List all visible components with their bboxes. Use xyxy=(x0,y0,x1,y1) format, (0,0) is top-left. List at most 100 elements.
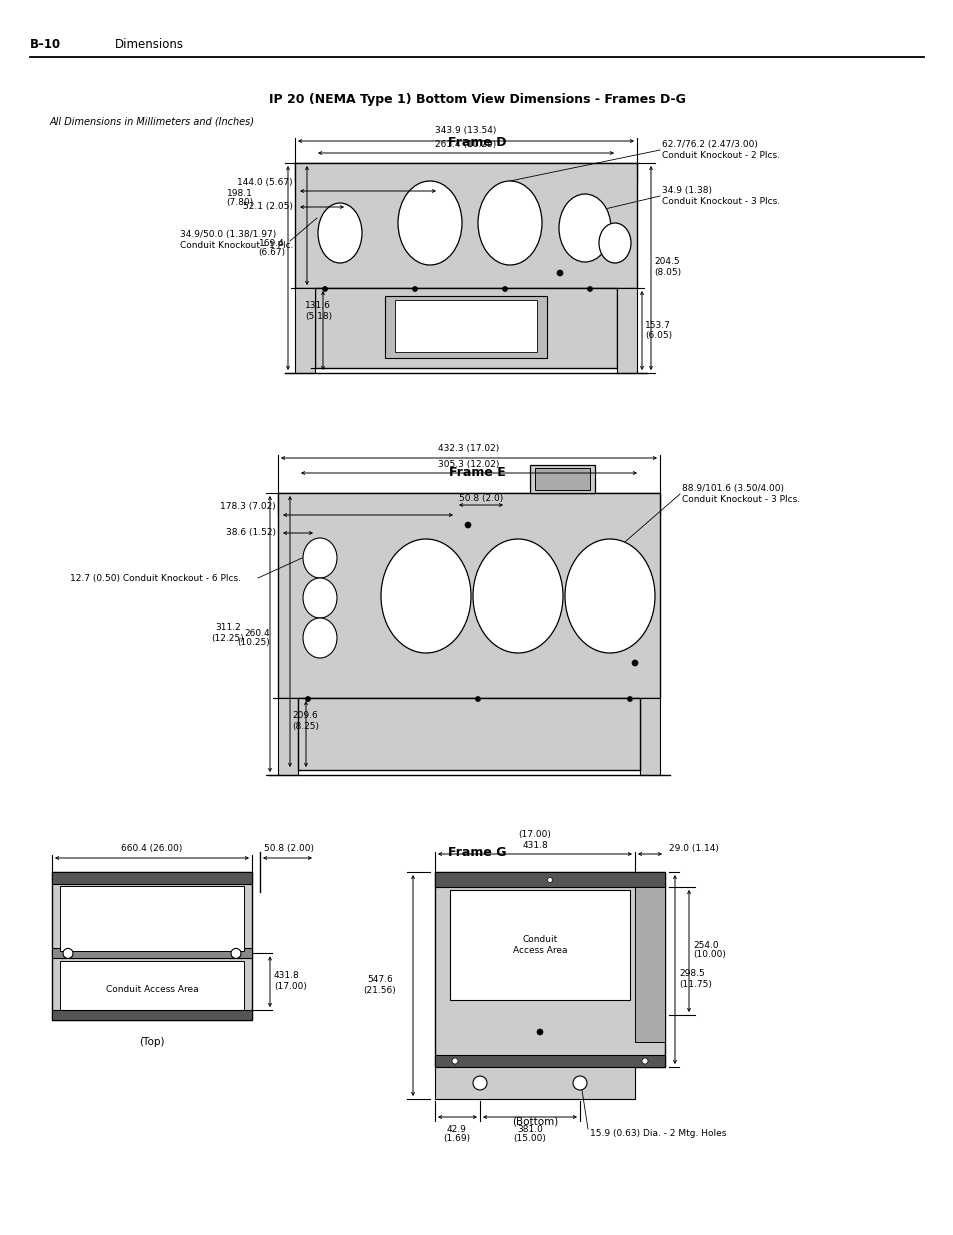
Text: 204.5: 204.5 xyxy=(654,258,679,267)
Bar xyxy=(277,698,297,776)
Bar xyxy=(294,288,314,373)
Text: 547.6: 547.6 xyxy=(367,976,393,984)
Bar xyxy=(635,887,664,1042)
Text: (15.00): (15.00) xyxy=(513,1135,546,1144)
Text: Frame E: Frame E xyxy=(448,467,505,479)
Bar xyxy=(639,698,659,776)
Text: 260.4: 260.4 xyxy=(244,629,270,637)
Ellipse shape xyxy=(473,538,562,653)
Text: 34.9/50.0 (1.38/1.97): 34.9/50.0 (1.38/1.97) xyxy=(180,231,276,240)
Text: 311.2: 311.2 xyxy=(214,624,240,632)
Text: 261.4 (10.29): 261.4 (10.29) xyxy=(435,140,497,148)
Ellipse shape xyxy=(452,1058,457,1065)
Text: (Top): (Top) xyxy=(139,1037,165,1047)
Ellipse shape xyxy=(473,1076,486,1091)
Text: 431.8: 431.8 xyxy=(521,841,547,850)
Text: Conduit Knockout - 3 Plcs.: Conduit Knockout - 3 Plcs. xyxy=(681,494,800,504)
Ellipse shape xyxy=(502,287,507,291)
Text: All Dimensions in Millimeters and (Inches): All Dimensions in Millimeters and (Inche… xyxy=(50,116,254,126)
Ellipse shape xyxy=(587,287,592,291)
Ellipse shape xyxy=(627,697,632,701)
Bar xyxy=(52,872,252,884)
Text: Frame D: Frame D xyxy=(447,137,506,149)
Text: 34.9 (1.38): 34.9 (1.38) xyxy=(661,186,711,195)
Bar xyxy=(60,961,244,1015)
Bar xyxy=(450,890,629,1000)
Text: 381.0: 381.0 xyxy=(517,1125,542,1134)
Text: 52.1 (2.05): 52.1 (2.05) xyxy=(243,203,293,211)
Text: (10.25): (10.25) xyxy=(237,638,270,647)
Text: 305.3 (12.02): 305.3 (12.02) xyxy=(437,461,499,469)
Ellipse shape xyxy=(63,948,73,958)
Text: 15.9 (0.63) Dia. - 2 Mtg. Holes: 15.9 (0.63) Dia. - 2 Mtg. Holes xyxy=(589,1129,725,1137)
Text: (10.00): (10.00) xyxy=(692,951,725,960)
Text: Conduit Knockout - 2 Plcs.: Conduit Knockout - 2 Plcs. xyxy=(661,151,780,159)
Text: 343.9 (13.54): 343.9 (13.54) xyxy=(435,126,497,136)
Bar xyxy=(435,872,664,1067)
Ellipse shape xyxy=(558,194,610,262)
Text: 144.0 (5.67): 144.0 (5.67) xyxy=(237,179,293,188)
Ellipse shape xyxy=(641,1058,647,1065)
Ellipse shape xyxy=(231,948,241,958)
Text: 131.6: 131.6 xyxy=(305,301,331,310)
Text: (17.00): (17.00) xyxy=(274,982,307,990)
Text: Conduit
Access Area: Conduit Access Area xyxy=(512,935,567,955)
Text: (5.18): (5.18) xyxy=(305,311,332,321)
Bar xyxy=(297,698,639,769)
Ellipse shape xyxy=(475,697,480,701)
Ellipse shape xyxy=(477,182,541,266)
Ellipse shape xyxy=(303,538,336,578)
Text: (17.00): (17.00) xyxy=(518,830,551,840)
Text: (8.05): (8.05) xyxy=(654,268,680,277)
Text: 88.9/101.6 (3.50/4.00): 88.9/101.6 (3.50/4.00) xyxy=(681,483,783,493)
Text: (12.25): (12.25) xyxy=(212,634,244,642)
Text: 298.5: 298.5 xyxy=(679,969,704,978)
Text: (11.75): (11.75) xyxy=(679,979,711,988)
Text: 38.6 (1.52): 38.6 (1.52) xyxy=(226,529,275,537)
Text: B–10: B–10 xyxy=(30,37,61,51)
Text: 42.9: 42.9 xyxy=(447,1125,466,1134)
Bar xyxy=(52,872,252,1020)
Text: 12.7 (0.50) Conduit Knockout - 6 Plcs.: 12.7 (0.50) Conduit Knockout - 6 Plcs. xyxy=(70,573,241,583)
Ellipse shape xyxy=(564,538,655,653)
Ellipse shape xyxy=(397,182,461,266)
Ellipse shape xyxy=(303,578,336,618)
Bar xyxy=(277,493,659,698)
Bar xyxy=(314,288,617,368)
Text: 178.3 (7.02): 178.3 (7.02) xyxy=(220,503,275,511)
Bar xyxy=(435,1055,664,1067)
Text: 50.8 (2.0): 50.8 (2.0) xyxy=(458,494,502,503)
Text: Frame G: Frame G xyxy=(447,846,506,860)
Text: (6.05): (6.05) xyxy=(644,331,672,340)
Text: (21.56): (21.56) xyxy=(363,986,395,994)
Text: Dimensions: Dimensions xyxy=(115,37,184,51)
Ellipse shape xyxy=(322,287,327,291)
Text: 50.8 (2.00): 50.8 (2.00) xyxy=(264,844,314,852)
Text: 431.8: 431.8 xyxy=(274,972,299,981)
Bar xyxy=(395,300,537,352)
Text: 209.6: 209.6 xyxy=(292,711,317,720)
Text: IP 20 (NEMA Type 1) Bottom View Dimensions - Frames D-G: IP 20 (NEMA Type 1) Bottom View Dimensio… xyxy=(269,94,684,106)
Ellipse shape xyxy=(631,659,638,666)
Text: (8.25): (8.25) xyxy=(292,721,318,730)
Text: 432.3 (17.02): 432.3 (17.02) xyxy=(438,445,499,453)
Text: (Bottom): (Bottom) xyxy=(512,1116,558,1126)
Text: Conduit Knockout - 3 Plcs.: Conduit Knockout - 3 Plcs. xyxy=(661,196,780,205)
Ellipse shape xyxy=(305,697,310,701)
Bar xyxy=(530,466,595,493)
Text: 660.4 (26.00): 660.4 (26.00) xyxy=(121,844,182,852)
Bar xyxy=(294,163,637,182)
Ellipse shape xyxy=(547,878,552,883)
Text: (1.69): (1.69) xyxy=(443,1135,470,1144)
Ellipse shape xyxy=(380,538,471,653)
Text: 254.0: 254.0 xyxy=(692,941,718,950)
Bar xyxy=(617,288,637,373)
Text: 169.4: 169.4 xyxy=(259,238,285,247)
Text: (6.67): (6.67) xyxy=(257,248,285,258)
Bar xyxy=(435,872,664,887)
Bar xyxy=(535,468,589,490)
Text: 62.7/76.2 (2.47/3.00): 62.7/76.2 (2.47/3.00) xyxy=(661,141,757,149)
Text: 29.0 (1.14): 29.0 (1.14) xyxy=(668,845,719,853)
Ellipse shape xyxy=(557,270,562,275)
Text: Conduit Access Area: Conduit Access Area xyxy=(106,986,198,994)
